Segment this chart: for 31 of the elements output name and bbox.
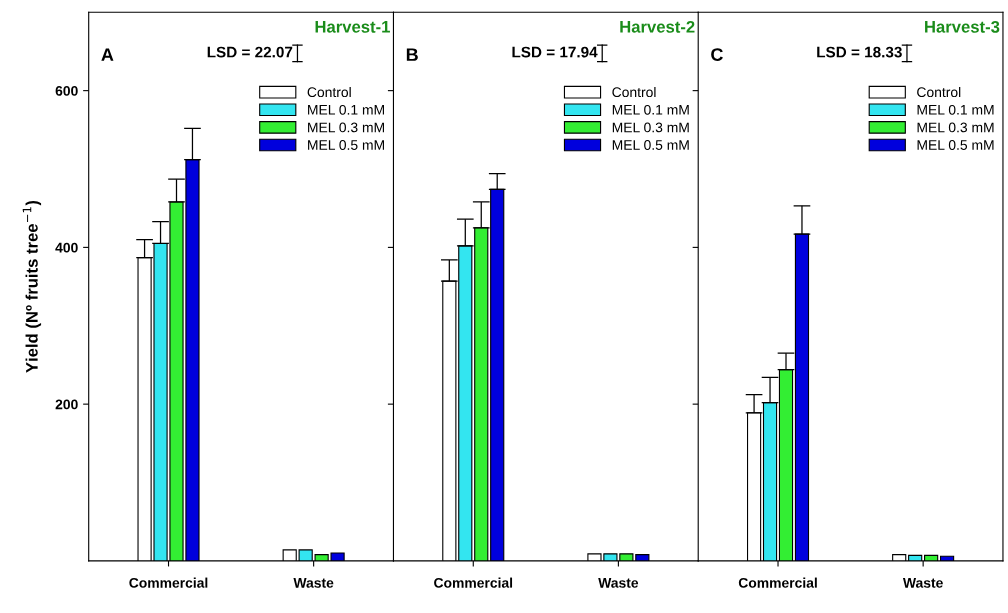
- legend-label: MEL 0.5 mM: [612, 140, 689, 150]
- legend-label: MEL 0.5 mM: [917, 140, 994, 150]
- x-tick-label: Waste: [902, 578, 943, 588]
- x-tick-label: Commercial: [738, 577, 817, 588]
- x-tick-label: Commercial: [129, 577, 208, 588]
- annotation: B: [406, 48, 418, 61]
- x-tick-label: Commercial: [434, 577, 513, 588]
- chart-title: Harvest-2: [620, 20, 695, 33]
- legend-label: MEL 0.1 mM: [917, 104, 994, 115]
- legend-label: Control: [307, 86, 351, 98]
- legend-label: MEL 0.1 mM: [308, 104, 384, 115]
- legend-label: MEL 0.1 mM: [612, 104, 689, 115]
- legend-label: MEL 0.3 mM: [308, 122, 384, 133]
- legend-label: MEL 0.3 mM: [917, 122, 994, 133]
- legend-label: Control: [612, 86, 656, 98]
- chart-title: Harvest-1: [315, 21, 390, 33]
- annotation: LSD = 17.94: [512, 46, 598, 58]
- annotation: LSD = 22.07: [207, 46, 293, 58]
- annotation: C: [711, 48, 723, 61]
- legend-label: MEL 0.3 mM: [612, 122, 689, 133]
- x-tick-label: Waste: [598, 578, 639, 588]
- legend-label: MEL 0.5 mM: [308, 140, 384, 150]
- y-axis-title: Yield (Nº fruits tree$^{−1}$): [22, 200, 42, 373]
- legend-label: Control: [917, 86, 961, 98]
- chart-title: Harvest-3: [925, 20, 1000, 33]
- x-tick-label: Waste: [293, 578, 334, 588]
- y-tick-label: 600: [55, 85, 78, 96]
- y-tick-label: 400: [55, 242, 78, 253]
- y-tick-label: 200: [55, 399, 78, 410]
- annotation: LSD = 18.33: [817, 46, 902, 58]
- annotation: A: [101, 48, 114, 61]
